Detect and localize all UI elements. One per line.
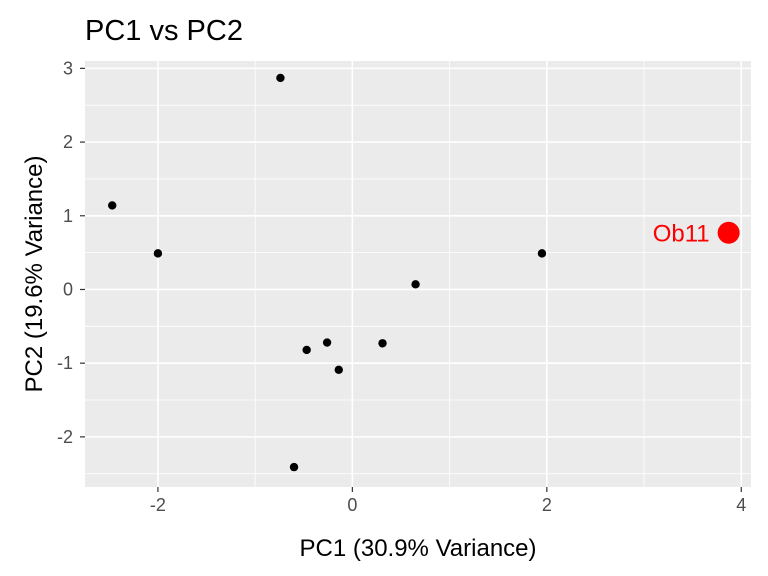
x-tick-label: 2 xyxy=(542,495,552,515)
x-tick-label: 0 xyxy=(347,495,357,515)
data-point xyxy=(302,345,311,355)
y-tick-label: 3 xyxy=(63,58,73,78)
plot-panel xyxy=(85,61,751,487)
axis-ticks: -2 0 2 4 -2 -1 0 1 2 3 xyxy=(57,58,746,515)
data-point xyxy=(322,338,332,347)
x-tick-label: 4 xyxy=(736,495,746,515)
data-points: Ob11 xyxy=(108,73,740,472)
data-point xyxy=(378,339,387,348)
data-point xyxy=(537,249,547,258)
data-point xyxy=(411,280,420,289)
highlight-point xyxy=(717,221,740,244)
x-tick-label: -2 xyxy=(150,495,166,515)
y-tick-label: -1 xyxy=(57,353,73,373)
y-axis-title: PC2 (19.6% Variance) xyxy=(21,156,48,393)
y-tick-label: 2 xyxy=(63,132,73,152)
data-point xyxy=(108,201,117,210)
highlight-label: Ob11 xyxy=(653,221,710,248)
grid-lines xyxy=(85,61,751,487)
y-tick-label: 0 xyxy=(63,279,73,299)
data-point xyxy=(276,73,285,83)
y-tick-label: 1 xyxy=(63,206,73,226)
chart-title: PC1 vs PC2 xyxy=(85,15,243,47)
data-point xyxy=(289,462,299,472)
y-tick-label: -2 xyxy=(57,427,73,447)
x-axis-title: PC1 (30.9% Variance) xyxy=(300,535,537,562)
data-point xyxy=(153,249,163,258)
data-point xyxy=(334,365,343,375)
